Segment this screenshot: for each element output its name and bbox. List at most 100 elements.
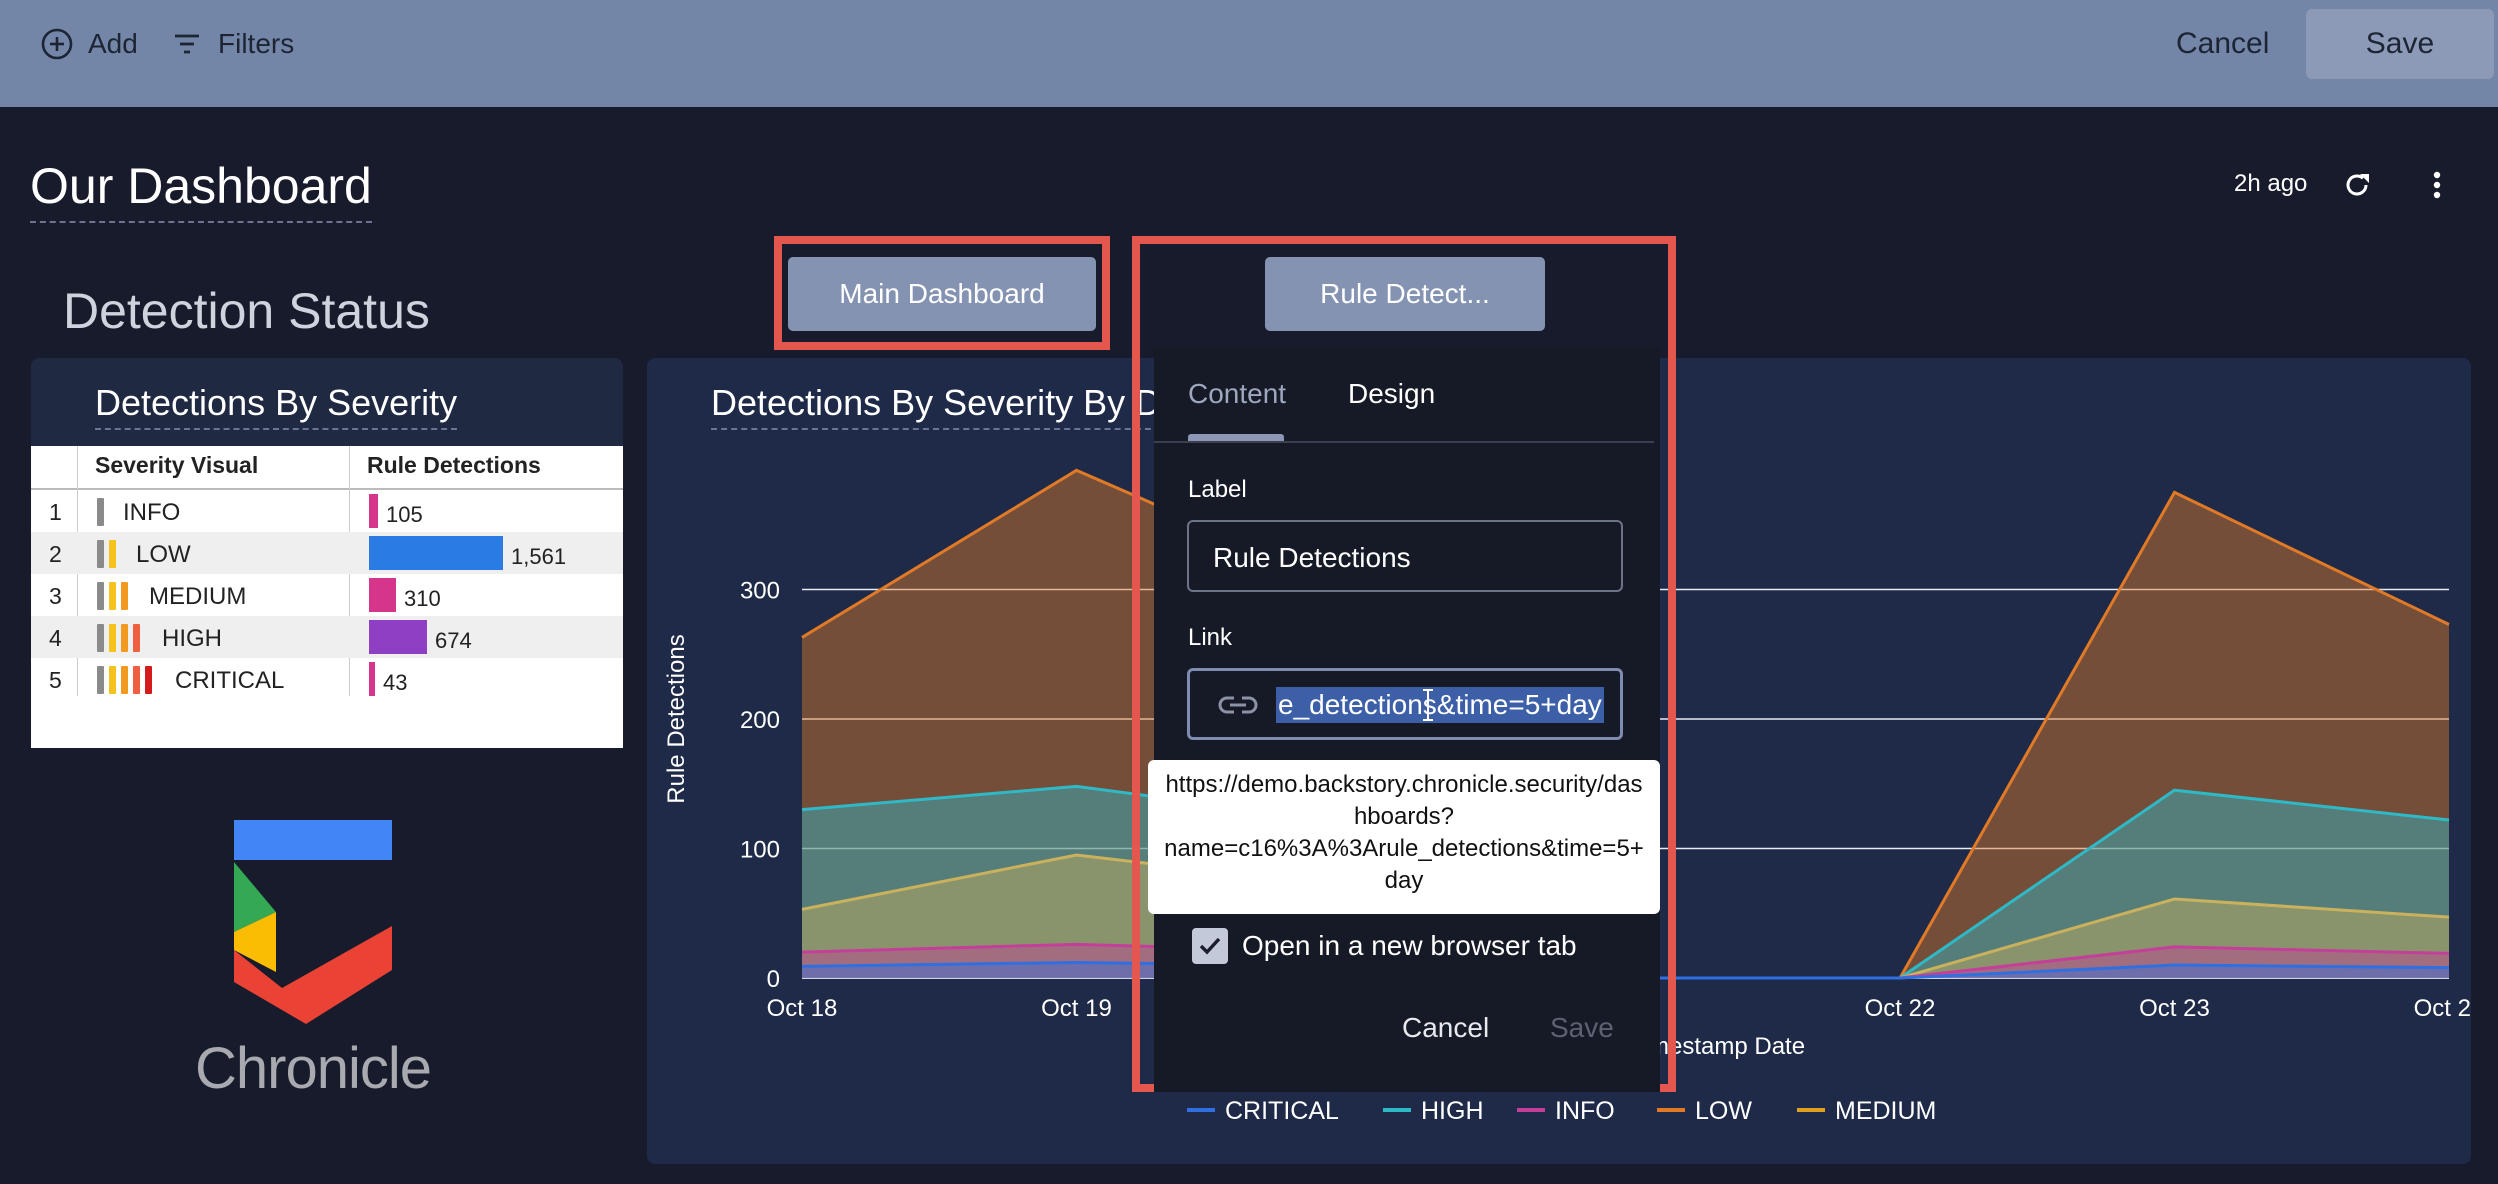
detections-value: 1,561 <box>511 544 567 569</box>
link-input[interactable]: e_detections&time=5+day <box>1187 668 1623 740</box>
severity-label: INFO <box>123 499 181 526</box>
popover-cancel-button[interactable]: Cancel <box>1402 1012 1490 1043</box>
severity-label: CRITICAL <box>175 667 285 694</box>
tooltip-line: https://demo.backstory.chronicle.securit… <box>1165 771 1643 798</box>
y-axis-label: Rule Detections <box>663 634 690 803</box>
link-icon <box>1218 696 1258 714</box>
table-row[interactable]: 1 INFO 105 <box>31 490 623 532</box>
detections-bar <box>369 578 396 612</box>
main-dashboard-button[interactable]: Main Dashboard <box>788 257 1096 331</box>
row-number: 1 <box>49 499 62 525</box>
more-options-icon[interactable] <box>2420 168 2454 202</box>
y-tick-label: 300 <box>740 578 780 605</box>
add-button[interactable]: Add <box>40 27 138 61</box>
detections-bar <box>369 662 375 696</box>
severity-level-bar <box>109 666 116 694</box>
label-input[interactable]: Rule Detections <box>1187 520 1623 592</box>
detections-bar <box>369 494 378 528</box>
filters-label: Filters <box>218 28 295 59</box>
tab-content[interactable]: Content <box>1188 378 1287 409</box>
y-tick-label: 0 <box>767 966 780 993</box>
add-label: Add <box>88 28 138 59</box>
severity-level-bar <box>133 624 140 652</box>
detections-value: 674 <box>435 628 472 653</box>
row-number: 5 <box>49 667 62 693</box>
detections-value: 43 <box>383 670 408 695</box>
detections-value: 310 <box>404 586 441 611</box>
tooltip-line: day <box>1384 867 1424 894</box>
severity-card-title: Detections By Severity <box>95 382 458 430</box>
dashboard-title[interactable]: Our Dashboard <box>30 157 372 223</box>
top-toolbar <box>0 0 2498 107</box>
severity-level-bar <box>97 582 104 610</box>
new-tab-checkbox-label: Open in a new browser tab <box>1242 930 1577 961</box>
severity-label: MEDIUM <box>149 583 247 610</box>
severity-level-bar <box>109 540 116 568</box>
severity-level-bar <box>121 624 128 652</box>
y-tick-label: 100 <box>740 837 780 864</box>
x-tick-label: Oct 19 <box>1041 995 1112 1022</box>
severity-level-bar <box>97 666 104 694</box>
rule-detect-button[interactable]: Rule Detect... <box>1265 257 1545 331</box>
column-header-detections[interactable]: Rule Detections <box>367 452 541 478</box>
label-field-title: Label <box>1188 476 1247 503</box>
table-row[interactable]: 4 HIGH 674 <box>31 616 623 658</box>
severity-level-bar <box>121 666 128 694</box>
detections-bar <box>369 536 503 570</box>
severity-level-bar <box>133 666 140 694</box>
chart-title: Detections By Severity By D <box>711 382 1162 430</box>
refresh-icon[interactable] <box>2340 168 2374 202</box>
table-row[interactable]: 5 CRITICAL 43 <box>31 658 623 700</box>
severity-level-bar <box>97 498 104 526</box>
legend-item: LOW <box>1695 1097 1752 1125</box>
link-tooltip: https://demo.backstory.chronicle.securit… <box>1148 760 1660 914</box>
x-tick-label: Oct 24 <box>2414 995 2471 1022</box>
checkmark-icon <box>1199 937 1221 955</box>
link-input-value: e_detections&time=5+day <box>1276 687 1604 723</box>
tab-content-indicator <box>1188 434 1284 442</box>
severity-label: LOW <box>136 541 191 568</box>
chronicle-logo <box>234 820 392 1024</box>
legend-item: HIGH <box>1421 1097 1484 1125</box>
new-tab-checkbox[interactable] <box>1192 928 1228 964</box>
filter-icon <box>175 34 199 54</box>
legend-item: MEDIUM <box>1835 1097 1936 1125</box>
severity-level-bar <box>121 582 128 610</box>
chronicle-logo-text: Chronicle <box>195 1036 432 1101</box>
severity-label: HIGH <box>162 625 222 652</box>
text-cursor-icon <box>1423 689 1433 721</box>
severity-level-bar <box>109 582 116 610</box>
severity-table: Severity Visual Rule Detections 1 INFO 105… <box>31 446 623 748</box>
legend-item: INFO <box>1555 1097 1615 1125</box>
row-number: 4 <box>49 625 62 651</box>
detections-bar <box>369 620 427 654</box>
column-header-severity[interactable]: Severity Visual <box>95 452 259 478</box>
row-number: 3 <box>49 583 62 609</box>
table-row[interactable]: 3 MEDIUM 310 <box>31 574 623 616</box>
popover-save-button[interactable]: Save <box>1550 1012 1614 1043</box>
last-updated: 2h ago <box>2234 170 2308 197</box>
tooltip-line: hboards? <box>1353 803 1455 830</box>
toolbar-save-button[interactable]: Save <box>2306 9 2494 79</box>
tab-design[interactable]: Design <box>1348 378 1436 409</box>
severity-level-bar <box>145 666 152 694</box>
label-input-value: Rule Detections <box>1213 542 1411 573</box>
filters-button[interactable]: Filters <box>170 27 294 61</box>
toolbar-cancel-button[interactable]: Cancel <box>2176 27 2270 60</box>
tooltip-line: name=c16%3A%3Arule_detections&time=5+ <box>1164 835 1644 862</box>
severity-level-bar <box>97 540 104 568</box>
tab-divider <box>1154 441 1654 443</box>
selection-highlight-main <box>774 236 1110 350</box>
y-tick-label: 200 <box>740 707 780 734</box>
x-tick-label: Oct 23 <box>2139 995 2210 1022</box>
severity-level-bar <box>109 624 116 652</box>
x-tick-label: Oct 22 <box>1865 995 1936 1022</box>
add-circle-icon <box>41 28 73 60</box>
detections-value: 105 <box>386 502 423 527</box>
x-tick-label: Oct 18 <box>767 995 838 1022</box>
severity-level-bar <box>97 624 104 652</box>
legend-item: CRITICAL <box>1225 1097 1339 1125</box>
table-row[interactable]: 2 LOW 1,561 <box>31 532 623 574</box>
link-field-title: Link <box>1188 624 1233 651</box>
section-title: Detection Status <box>63 283 430 339</box>
